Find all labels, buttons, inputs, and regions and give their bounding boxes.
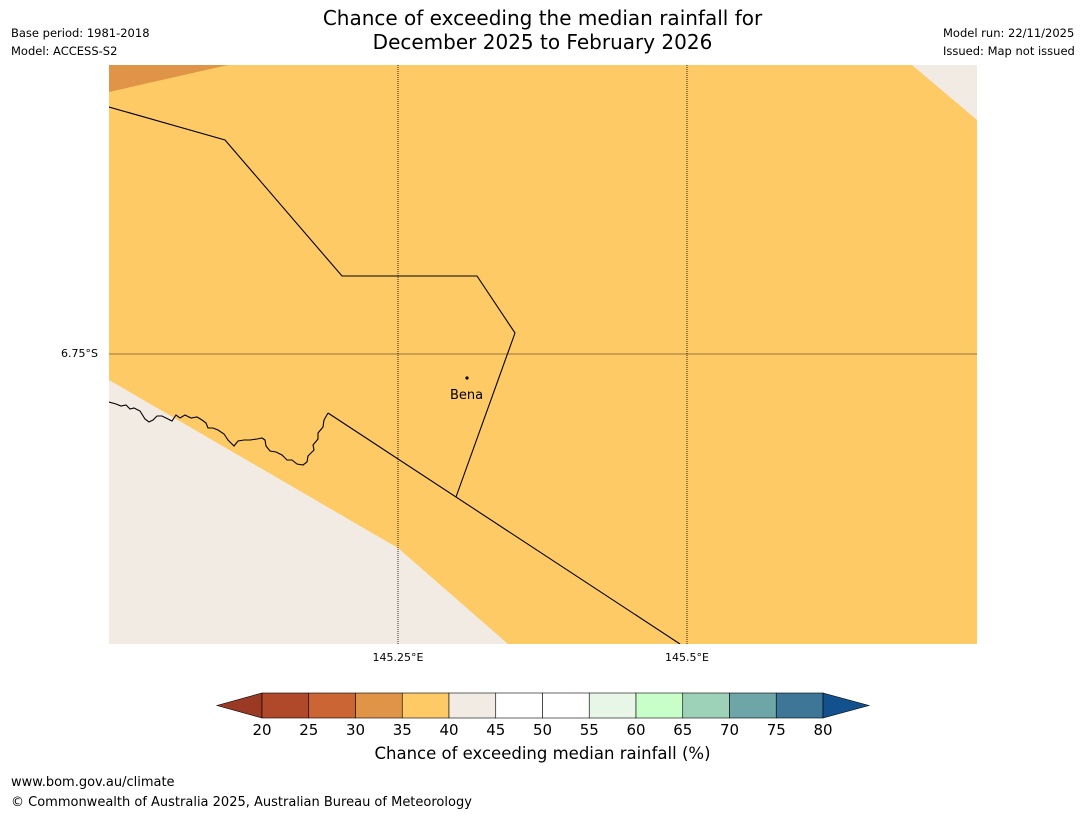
base-period: Base period: 1981-2018 <box>11 26 150 40</box>
boundary-line-north <box>109 106 516 498</box>
colorbar-over-arrow <box>822 692 871 719</box>
colorbar-swatch-65-70 <box>682 692 730 719</box>
colorbar-tick-70: 70 <box>720 721 739 739</box>
footer-url[interactable]: www.bom.gov.au/climate <box>11 775 175 790</box>
footer-copyright: © Commonwealth of Australia 2025, Austra… <box>11 795 472 810</box>
colorbar-swatch-20-25 <box>261 692 310 719</box>
band-30-35-top-left <box>109 65 228 92</box>
model-run: Model run: 22/11/2025 <box>943 26 1075 40</box>
colorbar-swatch-35-40 <box>401 692 450 719</box>
colorbar-tick-65: 65 <box>673 721 692 739</box>
colorbar-tick-80: 80 <box>813 721 832 739</box>
title-line-2: December 2025 to February 2026 <box>372 30 713 54</box>
colorbar-swatch-30-35 <box>355 692 403 719</box>
colorbar-swatch-25-30 <box>308 692 356 719</box>
colorbar-swatch-40-45 <box>448 692 497 719</box>
colorbar-tick-60: 60 <box>626 721 645 739</box>
colorbar-tick-55: 55 <box>580 721 599 739</box>
lat-label-6-75: 6.75°S <box>61 347 98 360</box>
colorbar-tick-30: 30 <box>346 721 365 739</box>
colorbar-swatch-70-75 <box>729 692 777 719</box>
band-40-45-top-right <box>912 65 977 120</box>
lon-label-145-25: 145.25°E <box>372 651 424 664</box>
place-label-bena: Bena <box>450 388 484 403</box>
colorbar-swatch-45-50 <box>495 692 543 719</box>
colorbar-tick-25: 25 <box>299 721 318 739</box>
colorbar-tick-75: 75 <box>767 721 786 739</box>
lon-label-145-5: 145.5°E <box>665 651 709 664</box>
colorbar-tick-50: 50 <box>533 721 552 739</box>
meta-right: Model run: 22/11/2025 Issued: Map not is… <box>943 24 1075 60</box>
colorbar-tick-35: 35 <box>393 721 412 739</box>
colorbar-title: Chance of exceeding median rainfall (%) <box>374 744 711 763</box>
coastline <box>109 401 329 466</box>
band-40-45-bottom-left <box>109 380 508 644</box>
colorbar-swatch-55-60 <box>588 692 637 719</box>
title-line-1: Chance of exceeding the median rainfall … <box>322 6 763 30</box>
colorbar-tick-45: 45 <box>486 721 505 739</box>
map-title: Chance of exceeding the median rainfall … <box>0 6 1085 54</box>
map-area <box>109 65 977 644</box>
colorbar-swatch-75-80 <box>775 692 824 719</box>
colorbar-tick-40: 40 <box>439 721 458 739</box>
colorbar-swatch-50-55 <box>542 692 590 719</box>
colorbar-under-arrow <box>215 692 263 719</box>
place-marker-bena <box>465 376 469 380</box>
boundary-line-south <box>327 412 681 644</box>
issued-status: Issued: Map not issued <box>943 44 1075 58</box>
model-name: Model: ACCESS-S2 <box>11 44 118 58</box>
colorbar-swatch-60-65 <box>635 692 684 719</box>
meta-left: Base period: 1981-2018 Model: ACCESS-S2 <box>11 24 150 60</box>
colorbar-tick-20: 20 <box>252 721 271 739</box>
